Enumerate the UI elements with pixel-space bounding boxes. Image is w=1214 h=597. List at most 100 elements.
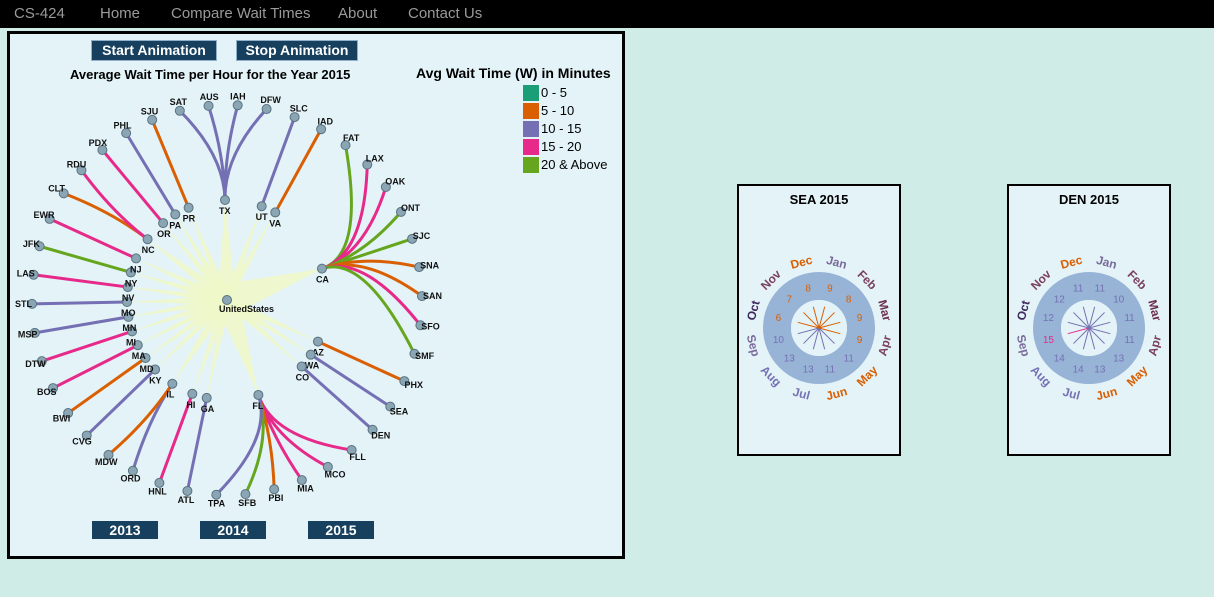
month-spoke [812,327,820,350]
airport-node-iah[interactable] [232,100,243,111]
airport-node-sna[interactable] [414,262,425,273]
airport-node-oak[interactable] [380,181,391,192]
year-button-2013[interactable]: 2013 [92,521,158,539]
state-link-ut [222,206,262,302]
state-node-nc[interactable] [142,234,153,245]
airport-link-slc [260,116,297,207]
airport-node-ont[interactable] [395,206,406,217]
airport-node-sfb[interactable] [240,489,251,500]
airport-node-cvg[interactable] [81,430,92,441]
airport-node-dtw[interactable] [36,356,47,367]
airport-node-sat[interactable] [174,105,185,116]
airport-node-pdx[interactable] [97,144,108,155]
state-node-wa[interactable] [305,349,316,360]
month-spoke [1088,306,1096,329]
airport-node-rdu[interactable] [76,165,87,176]
airport-node-tpa[interactable] [211,489,222,500]
airport-node-san[interactable] [416,291,427,302]
airport-node-phl[interactable] [121,128,132,139]
airport-node-dfw[interactable] [261,104,272,115]
airport-node-bos[interactable] [48,383,59,394]
state-node-ga[interactable] [201,392,212,403]
airport-link-bos [52,343,139,390]
state-node-md[interactable] [140,352,151,363]
legend-swatch [523,102,539,119]
airport-node-jfk[interactable] [34,241,45,252]
state-node-pr[interactable] [183,202,194,213]
airport-node-sju[interactable] [147,114,158,125]
state-node-or[interactable] [158,218,169,229]
airport-node-ord[interactable] [127,465,138,476]
airport-node-lax[interactable] [362,159,373,170]
state-label: AZ [312,348,324,358]
month-spoke [1073,312,1090,329]
airport-node-phx[interactable] [399,376,410,387]
airport-link-smf [321,265,416,355]
year-button-2015[interactable]: 2015 [308,521,374,539]
state-node-nv[interactable] [122,282,133,293]
state-node-ut[interactable] [256,201,267,212]
state-node-pa[interactable] [170,209,181,220]
state-node-mo[interactable] [122,296,133,307]
airport-node-sjc[interactable] [407,233,418,244]
airport-label: PHX [405,380,424,390]
state-node-az[interactable] [312,336,323,347]
airport-node-den[interactable] [367,424,378,435]
airport-node-msp[interactable] [29,327,40,338]
airport-node-aus[interactable] [203,100,214,111]
mini-chart-den[interactable]: DEN 2015 11 Jan 10 Feb 11 Mar 11 Apr 13 May 13 Jun 1… [1007,184,1171,456]
state-node-mi[interactable] [127,326,138,337]
state-node-nj[interactable] [131,253,142,264]
airport-node-clt[interactable] [58,188,69,199]
state-node-ky[interactable] [150,364,161,375]
airport-node-mdw[interactable] [103,449,114,460]
state-link-co [224,296,302,367]
airport-node-iad[interactable] [316,124,327,135]
airport-node-fll[interactable] [346,445,357,456]
stop-animation-button[interactable]: Stop Animation [236,40,358,61]
center-node[interactable] [222,295,232,305]
airport-node-las[interactable] [28,269,39,280]
state-node-ny[interactable] [125,267,136,278]
airport-node-mia[interactable] [296,475,307,486]
month-value: 10 [1113,294,1125,305]
airport-node-sfo[interactable] [415,320,426,331]
state-node-fl[interactable] [253,389,264,400]
state-node-mn[interactable] [123,311,134,322]
month-label: Sep [744,333,763,358]
brand[interactable]: CS-424 [14,5,65,22]
airport-node-mco[interactable] [322,461,333,472]
state-node-il[interactable] [167,378,178,389]
nav-compare-wait-times[interactable]: Compare Wait Times [171,5,311,22]
airport-node-fat[interactable] [340,140,351,151]
state-node-ca[interactable] [316,263,327,274]
month-value: 9 [857,335,863,346]
month-label: Jun [1094,384,1118,403]
airport-node-hnl[interactable] [154,477,165,488]
airport-node-atl[interactable] [182,485,193,496]
state-node-co[interactable] [296,361,307,372]
airport-link-pdx [101,149,165,225]
nav-about[interactable]: About [338,5,378,22]
airport-node-ewr[interactable] [44,213,55,224]
start-animation-button[interactable]: Start Animation [91,40,217,61]
airport-node-pbi[interactable] [269,484,280,495]
nav-home[interactable]: Home [100,5,141,22]
airport-node-stl[interactable] [27,298,38,309]
mini-chart-sea[interactable]: SEA 2015 9 Jan 8 Feb 9 Mar 9 Apr 11 May 11 Jun 13 Jul… [737,184,901,456]
year-button-2014[interactable]: 2014 [200,521,266,539]
state-node-va[interactable] [270,207,281,218]
airport-node-bwi[interactable] [63,408,74,419]
month-value: 15 [1043,335,1055,346]
airport-node-slc[interactable] [289,112,300,123]
airport-node-smf[interactable] [409,348,420,359]
airport-label: MIA [297,483,314,493]
month-value: 12 [1054,294,1066,305]
state-node-ma[interactable] [132,340,143,351]
airport-node-sea[interactable] [385,401,396,412]
month-value: 13 [1113,354,1125,365]
state-node-hi[interactable] [187,388,198,399]
state-node-tx[interactable] [220,195,231,206]
nav-contact-us[interactable]: Contact Us [408,5,483,22]
month-value: 14 [1054,354,1066,365]
